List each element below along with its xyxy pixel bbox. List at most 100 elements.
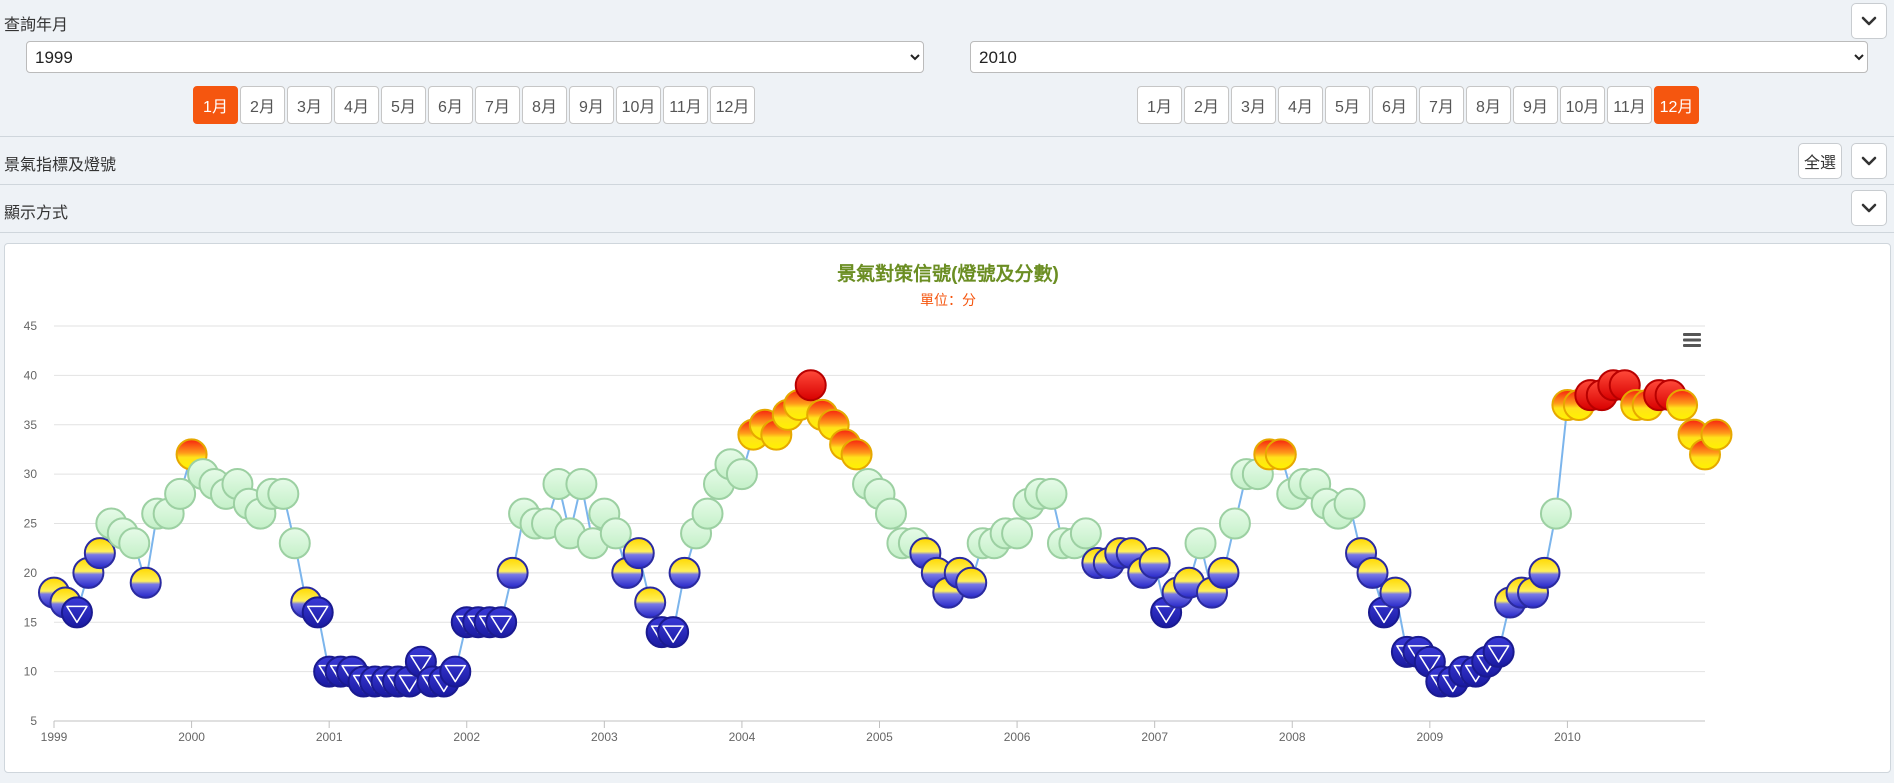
x-tick-label: 2004 [729,730,756,744]
signal-triangle-mark [1419,654,1441,673]
signal-point-blue[interactable] [301,596,334,629]
start-month-button[interactable]: 3月 [287,86,332,124]
signal-point-yellow-blue[interactable] [496,556,529,589]
end-month-button[interactable]: 7月 [1419,86,1464,124]
signal-triangle-mark [662,625,684,643]
x-tick-label: 2006 [1004,730,1031,744]
signal-point-yellow-blue[interactable] [129,566,162,599]
query-period-label: 查詢年月 [4,17,69,34]
signal-point-yellow-blue[interactable] [955,566,988,599]
end-month-button[interactable]: 11月 [1607,86,1652,124]
chevron-down-icon [1861,156,1877,166]
signal-point-yellow-blue[interactable] [1207,556,1240,589]
end-month-button[interactable]: 3月 [1231,86,1276,124]
signal-point-green[interactable] [565,468,598,500]
end-year-select[interactable]: 2010 [970,41,1868,73]
signal-point-green[interactable] [1035,477,1068,510]
signal-point-green[interactable] [725,458,758,491]
signal-point-green[interactable] [118,527,151,560]
signal-point-blue[interactable] [485,606,518,639]
indicator-collapse-button[interactable] [1851,143,1887,179]
start-month-button[interactable]: 9月 [569,86,614,124]
signal-point-green[interactable] [1001,517,1034,550]
end-month-button[interactable]: 1月 [1137,86,1182,124]
start-month-button[interactable]: 10月 [616,86,661,124]
start-month-button[interactable]: 6月 [428,86,473,124]
chart-title: 景氣對策信號(燈號及分數) [837,262,1059,285]
signal-point-green[interactable] [599,517,632,550]
signal-triangle-mark [410,654,432,673]
start-month-button[interactable]: 4月 [334,86,379,124]
signal-point-red[interactable] [794,369,827,402]
signal-point-yellow-red[interactable] [1700,418,1733,451]
signal-point-green[interactable] [1184,527,1217,560]
start-month-buttons: 1月 2月 3月 4月 5月 6月 7月 8月 9月 10月 11月 12月 [193,86,757,124]
start-year-select[interactable]: 1999 [26,41,924,73]
signal-point-green[interactable] [267,477,300,510]
end-month-button[interactable]: 2月 [1184,86,1229,124]
end-month-button[interactable]: 6月 [1372,86,1417,124]
signal-point-yellow-blue[interactable] [622,537,655,570]
signal-point-green[interactable] [1333,487,1366,520]
divider [0,184,1894,185]
x-tick-label: 2003 [591,730,618,744]
signal-triangle-mark [1155,605,1177,624]
signal-point-green[interactable] [874,497,907,530]
query-period-collapse-button[interactable] [1851,3,1887,39]
signal-point-yellow-blue[interactable] [1528,556,1561,589]
signal-point-yellow-blue[interactable] [634,586,667,619]
divider [0,136,1894,137]
signal-point-green[interactable] [1218,507,1251,540]
start-month-button[interactable]: 11月 [663,86,708,124]
signal-point-green[interactable] [278,527,311,560]
signal-point-yellow-blue[interactable] [1356,556,1389,589]
y-tick-label: 30 [24,467,38,481]
y-tick-label: 15 [24,615,38,629]
x-tick-label: 2008 [1279,730,1306,744]
x-tick-label: 2001 [316,730,343,744]
end-month-button[interactable]: 12月 [1654,86,1699,124]
x-tick-label: 2002 [453,730,480,744]
y-tick-label: 35 [24,418,38,432]
y-tick-label: 5 [30,714,37,728]
divider [0,232,1894,233]
x-axis: 1999 2000 2001 2002 2003 2004 2005 2006 2007 2008… [41,720,1705,744]
end-month-button[interactable]: 4月 [1278,86,1323,124]
signal-point-yellow-red[interactable] [840,438,873,471]
signal-point-green[interactable] [1539,497,1572,530]
chart-menu-icon[interactable] [1683,332,1701,348]
signal-point-yellow-blue[interactable] [1379,576,1412,609]
signal-point-green[interactable] [691,497,724,530]
x-tick-label: 2007 [1141,730,1168,744]
x-tick-label: 2010 [1554,730,1581,744]
select-all-button[interactable]: 全選 [1798,143,1842,179]
y-tick-label: 20 [24,566,38,580]
signal-point-blue[interactable] [60,596,93,629]
x-tick-label: 2000 [178,730,205,744]
signal-triangle-mark [1487,645,1510,663]
signal-triangle-mark [306,605,329,624]
signal-point-green[interactable] [1069,517,1102,550]
start-month-button[interactable]: 5月 [381,86,426,124]
signal-point-yellow-blue[interactable] [1138,547,1171,579]
start-month-button[interactable]: 7月 [475,86,520,124]
display-mode-collapse-button[interactable] [1851,190,1887,226]
end-month-button[interactable]: 10月 [1560,86,1605,124]
start-month-button[interactable]: 1月 [193,86,238,124]
signal-point-green[interactable] [164,477,197,510]
signal-point-yellow-blue[interactable] [83,537,116,570]
start-month-button[interactable]: 12月 [710,86,755,124]
end-month-button[interactable]: 5月 [1325,86,1370,124]
signal-point-blue[interactable] [439,655,472,688]
signal-point-yellow-red[interactable] [1666,389,1699,421]
end-month-button[interactable]: 9月 [1513,86,1558,124]
signal-point-blue[interactable] [657,616,690,649]
start-month-button[interactable]: 2月 [240,86,285,124]
x-tick-label: 2005 [866,730,893,744]
signal-point-blue[interactable] [1482,635,1515,668]
signal-triangle-mark [398,674,421,693]
signal-point-yellow-blue[interactable] [668,556,701,589]
end-month-button[interactable]: 8月 [1466,86,1511,124]
start-month-button[interactable]: 8月 [522,86,567,124]
signal-point-yellow-red[interactable] [1264,438,1297,471]
